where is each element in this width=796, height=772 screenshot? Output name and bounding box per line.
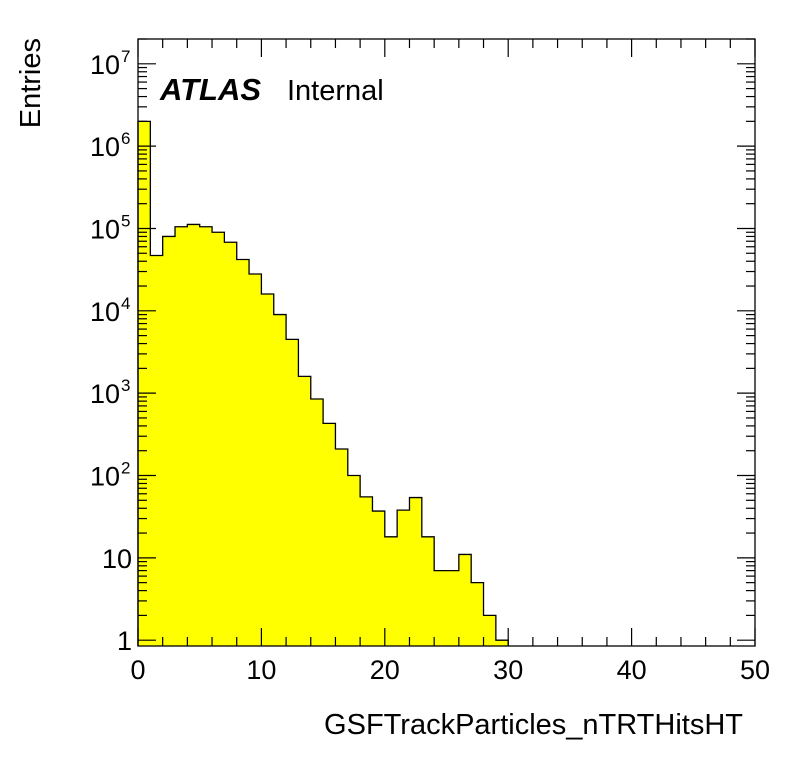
histogram-bin [286, 339, 299, 646]
x-tick-label: 10 [246, 655, 276, 685]
x-tick-label: 40 [617, 655, 647, 685]
histogram-bin [273, 314, 287, 646]
histogram-bin [310, 398, 324, 646]
histogram-bin [162, 236, 176, 647]
histogram-bin [434, 570, 447, 646]
histogram-bin [261, 294, 275, 646]
atlas-label: ATLAS [159, 72, 261, 107]
y-tick-exponent: 4 [121, 294, 130, 313]
histogram-bin [138, 121, 151, 647]
histogram-bin [421, 536, 435, 646]
histogram-bin [384, 536, 398, 646]
histogram-bin [212, 232, 225, 646]
y-tick-label: 10 [90, 297, 120, 327]
y-tick-exponent: 5 [121, 211, 130, 230]
histogram-bin [199, 226, 213, 646]
y-tick-label: 10 [90, 132, 120, 162]
histogram-bin [495, 640, 509, 646]
histogram-bin [446, 570, 460, 646]
histogram-bin [347, 475, 361, 646]
histogram-bin [187, 224, 201, 646]
y-tick-exponent: 2 [121, 459, 130, 478]
x-tick-label: 30 [493, 655, 523, 685]
histogram-bin [471, 582, 484, 646]
histogram-outline [137, 120, 509, 646]
y-tick-exponent: 3 [121, 376, 130, 395]
histogram-bin [298, 376, 312, 646]
plot-frame [137, 38, 756, 647]
histogram-bin [224, 242, 238, 646]
y-tick-label: 1 [117, 626, 132, 656]
x-axis-label: GSFTrackParticles_nTRTHitsHT [324, 709, 743, 741]
histogram-bin [323, 423, 336, 646]
histogram-bin [409, 497, 423, 646]
x-tick-label: 20 [370, 655, 400, 685]
y-tick-label: 10 [90, 214, 120, 244]
histogram-bin [236, 259, 250, 646]
y-tick-label: 10 [90, 50, 120, 80]
x-tick-label: 50 [740, 655, 770, 685]
histogram-bin [397, 510, 410, 646]
histogram-bin [372, 511, 386, 646]
histogram-bin [175, 226, 188, 646]
y-axis-label: Entries [15, 38, 47, 128]
y-tick-label: 10 [90, 462, 120, 492]
y-tick-exponent: 6 [121, 129, 130, 148]
histogram-bin [360, 496, 373, 646]
histogram-bin [249, 273, 262, 646]
y-tick-label: 10 [90, 379, 120, 409]
axis-ticks [137, 38, 756, 646]
y-tick-label: 10 [102, 544, 132, 574]
histogram-bin [335, 448, 349, 646]
histogram-bars [137, 120, 509, 647]
histogram-bin [150, 255, 164, 647]
histogram-bin [458, 554, 472, 646]
histogram-bin [483, 615, 497, 646]
status-label: Internal [287, 75, 384, 107]
x-tick-label: 0 [130, 655, 145, 685]
y-tick-exponent: 7 [121, 47, 130, 66]
